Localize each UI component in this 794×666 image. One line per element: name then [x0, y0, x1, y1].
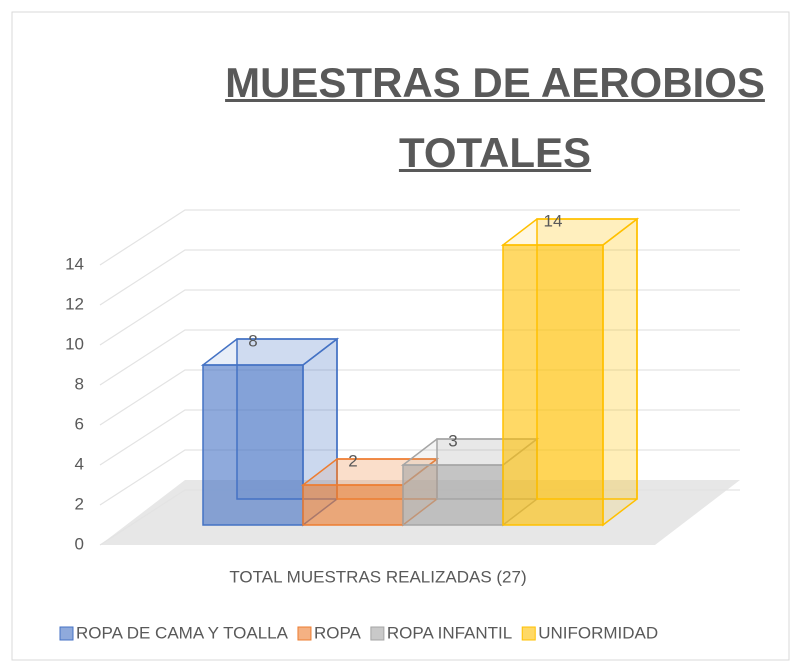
data-label: 3 — [448, 431, 457, 450]
grid-line — [99, 209, 740, 266]
legend-swatch — [297, 626, 312, 641]
x-tick-label: TOTAL MUESTRAS REALIZADAS (27) — [229, 567, 526, 586]
y-tick-label: 6 — [75, 414, 84, 433]
grid-line — [99, 289, 740, 346]
data-label: 2 — [348, 451, 357, 470]
grid-line — [99, 329, 740, 386]
data-label: 14 — [544, 211, 563, 230]
grid-line — [99, 369, 740, 426]
y-tick-label: 10 — [65, 334, 84, 353]
legend-swatch — [521, 626, 536, 641]
legend-swatch — [370, 626, 385, 641]
legend-label: ROPA DE CAMA Y TOALLA — [76, 623, 289, 642]
legend-swatch — [59, 626, 74, 641]
data-label: 8 — [248, 331, 257, 350]
bar — [500, 217, 640, 527]
legend-label: UNIFORMIDAD — [538, 623, 658, 642]
y-tick-label: 8 — [75, 374, 84, 393]
grid-line — [99, 249, 740, 306]
y-tick-label: 12 — [65, 294, 84, 313]
y-tick-label: 2 — [75, 494, 84, 513]
legend-label: ROPA INFANTIL — [387, 623, 512, 642]
chart-title: MUESTRAS DE AEROBIOS TOTALES — [225, 59, 765, 176]
legend-label: ROPA — [314, 623, 362, 642]
y-tick-label: 4 — [75, 454, 84, 473]
chart-border — [11, 11, 790, 661]
y-tick-label: 14 — [65, 254, 84, 273]
y-tick-label: 0 — [75, 534, 84, 553]
